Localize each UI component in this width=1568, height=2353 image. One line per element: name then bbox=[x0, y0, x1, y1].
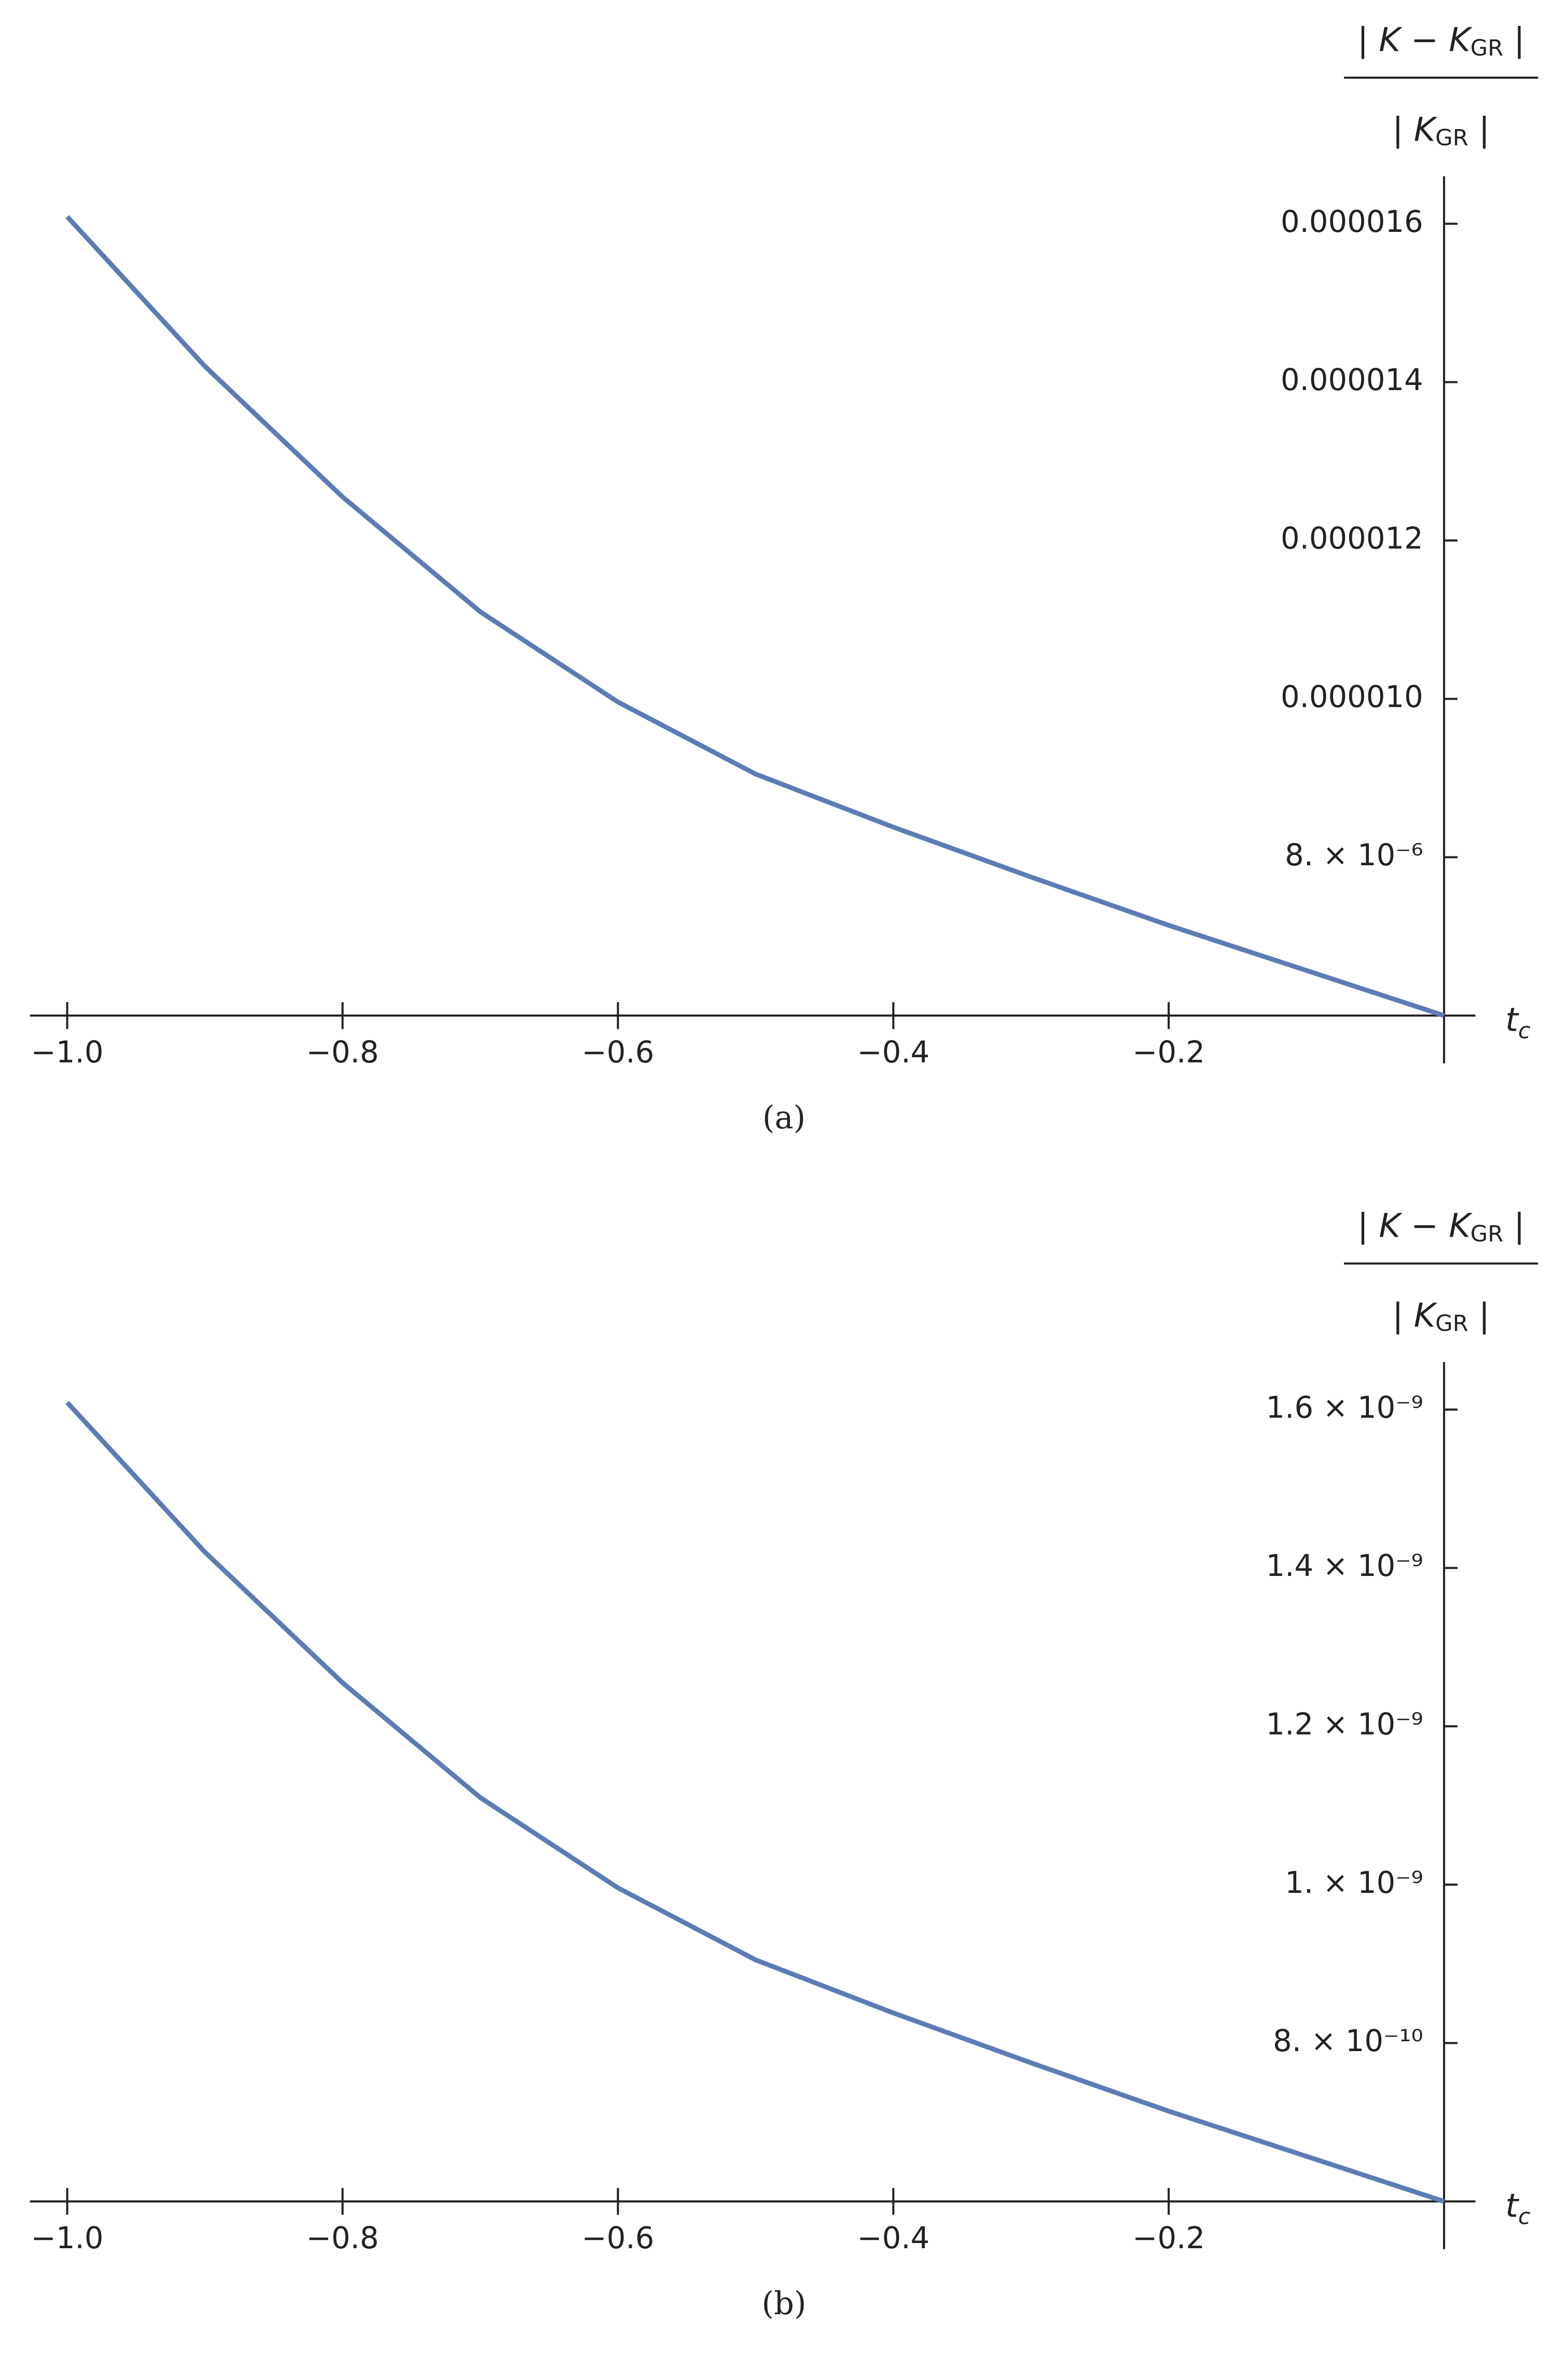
y-tick-label: 0.000016 bbox=[1281, 204, 1423, 239]
chart-panel: −1.0 −0.8 −0.6 −0.4 −0.2 8. × 10⁻¹⁰ 1. × 10⁻⁹ 1… bbox=[30, 1206, 1538, 2322]
y-tick-label: 1.2 × 10⁻⁹ bbox=[1266, 1707, 1423, 1742]
y-label-part: | bbox=[1503, 20, 1524, 59]
x-tick-label: −0.2 bbox=[1132, 1035, 1205, 1070]
y-label-denominator: | KGR | bbox=[1392, 110, 1490, 150]
y-tick-label: 0.000010 bbox=[1281, 680, 1423, 714]
y-label-part: | bbox=[1468, 110, 1490, 149]
y-label-sub: GR bbox=[1435, 1310, 1468, 1336]
y-tick-label: 1.6 × 10⁻⁹ bbox=[1266, 1390, 1423, 1425]
x-axis-label: tc bbox=[1505, 2186, 1531, 2230]
y-label-numerator: | K − KGR | bbox=[1357, 1206, 1525, 1247]
chart-panel: −1.0 −0.8 −0.6 −0.4 −0.2 8. × 10⁻⁶ 0.000010 0.0… bbox=[30, 20, 1538, 1136]
y-label-part: | bbox=[1468, 1296, 1490, 1335]
line-series bbox=[65, 1401, 1445, 2204]
caption: (a) bbox=[762, 1100, 806, 1136]
x-tick-label: −0.6 bbox=[581, 2221, 654, 2255]
line-series bbox=[65, 215, 1445, 1018]
x-label-sub: c bbox=[1518, 2204, 1531, 2230]
caption: (b) bbox=[762, 2286, 807, 2322]
x-tick-label: −0.6 bbox=[581, 1035, 654, 1070]
y-tick-label: 8. × 10⁻¹⁰ bbox=[1273, 2024, 1423, 2058]
x-tick-label: −0.2 bbox=[1132, 2221, 1205, 2255]
y-tick-label: 1.4 × 10⁻⁹ bbox=[1266, 1548, 1423, 1583]
y-label-sub: GR bbox=[1470, 35, 1503, 61]
x-label-main: t bbox=[1505, 2186, 1519, 2224]
x-axis-label: tc bbox=[1505, 1000, 1531, 1044]
x-tick-label: −0.8 bbox=[307, 1035, 379, 1070]
x-tick-label: −0.4 bbox=[857, 1035, 929, 1070]
y-tick-label: 8. × 10⁻⁶ bbox=[1285, 838, 1423, 873]
y-tick-label: 0.000012 bbox=[1281, 521, 1423, 556]
x-tick-label: −1.0 bbox=[31, 1035, 104, 1070]
y-label-part: | K bbox=[1392, 110, 1437, 149]
x-tick-label: −0.8 bbox=[307, 2221, 379, 2255]
y-label-sub: GR bbox=[1435, 124, 1468, 150]
y-label-part: | bbox=[1503, 1206, 1524, 1245]
y-tick-label: 1. × 10⁻⁹ bbox=[1285, 1865, 1423, 1900]
x-label-main: t bbox=[1505, 1000, 1519, 1039]
x-tick-label: −0.4 bbox=[857, 2221, 929, 2255]
y-label-sub: GR bbox=[1470, 1221, 1503, 1247]
y-tick-label: 0.000014 bbox=[1281, 363, 1423, 397]
y-label-denominator: | KGR | bbox=[1392, 1296, 1490, 1336]
y-label-part: | K − K bbox=[1357, 1206, 1473, 1245]
y-label-part: | K − K bbox=[1357, 20, 1473, 59]
y-label-numerator: | K − KGR | bbox=[1357, 20, 1525, 61]
x-label-sub: c bbox=[1518, 1018, 1531, 1044]
y-label-part: | K bbox=[1392, 1296, 1437, 1335]
x-tick-label: −1.0 bbox=[31, 2221, 104, 2255]
